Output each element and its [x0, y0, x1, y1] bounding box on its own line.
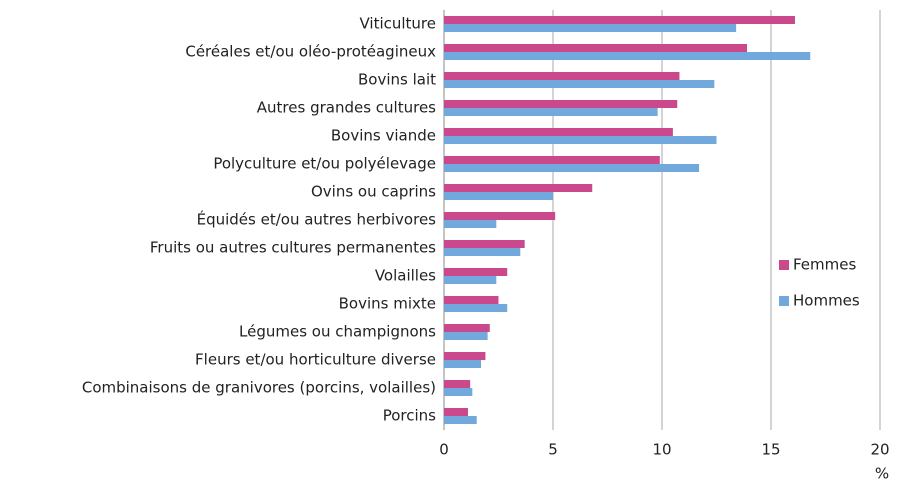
bar	[444, 380, 471, 388]
bar	[444, 192, 553, 200]
y-tick-label: Légumes ou champignons	[239, 323, 436, 341]
x-tick-label: 5	[548, 441, 558, 459]
y-tick-label: Fruits ou autres cultures permanentes	[150, 239, 436, 257]
bar	[444, 24, 737, 32]
legend-swatch	[779, 296, 789, 306]
bar	[444, 352, 486, 360]
bar	[444, 128, 673, 136]
y-tick-label: Bovins mixte	[339, 295, 436, 313]
bar	[444, 324, 490, 332]
bar	[444, 156, 660, 164]
bar	[444, 220, 497, 228]
bar	[444, 408, 468, 416]
y-tick-label: Équidés et/ou autres herbivores	[197, 210, 437, 229]
bar	[444, 44, 748, 52]
bar	[444, 16, 795, 24]
y-tick-label: Autres grandes cultures	[257, 99, 436, 117]
bar	[444, 164, 700, 172]
x-tick-label: 20	[870, 441, 889, 459]
bar	[444, 52, 811, 60]
y-tick-label: Polyculture et/ou polyélevage	[213, 155, 436, 173]
bar	[444, 212, 556, 220]
bar	[444, 136, 717, 144]
bar	[444, 388, 473, 396]
x-tick-label: 15	[761, 441, 780, 459]
bar	[444, 416, 477, 424]
bar	[444, 240, 525, 248]
bar	[444, 184, 593, 192]
x-axis-label: %	[875, 465, 889, 482]
bar	[444, 80, 715, 88]
legend-swatch	[779, 260, 789, 270]
bar	[444, 304, 508, 312]
y-tick-label: Ovins ou caprins	[311, 183, 436, 201]
y-tick-label: Porcins	[383, 407, 436, 425]
y-tick-label: Bovins viande	[331, 127, 436, 145]
bar	[444, 248, 521, 256]
bar	[444, 100, 678, 108]
legend-label: Femmes	[793, 256, 856, 274]
y-tick-label: Volailles	[375, 267, 436, 285]
bar	[444, 72, 680, 80]
bar	[444, 360, 482, 368]
y-tick-label: Combinaisons de granivores (porcins, vol…	[82, 379, 436, 397]
y-tick-label: Céréales et/ou oléo-protéagineux	[185, 43, 436, 61]
x-tick-label: 0	[439, 441, 449, 459]
bar	[444, 296, 499, 304]
bar	[444, 332, 488, 340]
y-tick-label: Viticulture	[359, 15, 436, 33]
bar	[444, 276, 497, 284]
y-tick-label: Bovins lait	[358, 71, 436, 89]
y-tick-label: Fleurs et/ou horticulture diverse	[195, 351, 436, 369]
legend-label: Hommes	[793, 292, 860, 310]
bar	[444, 108, 658, 116]
x-tick-label: 10	[652, 441, 671, 459]
bar	[444, 268, 508, 276]
